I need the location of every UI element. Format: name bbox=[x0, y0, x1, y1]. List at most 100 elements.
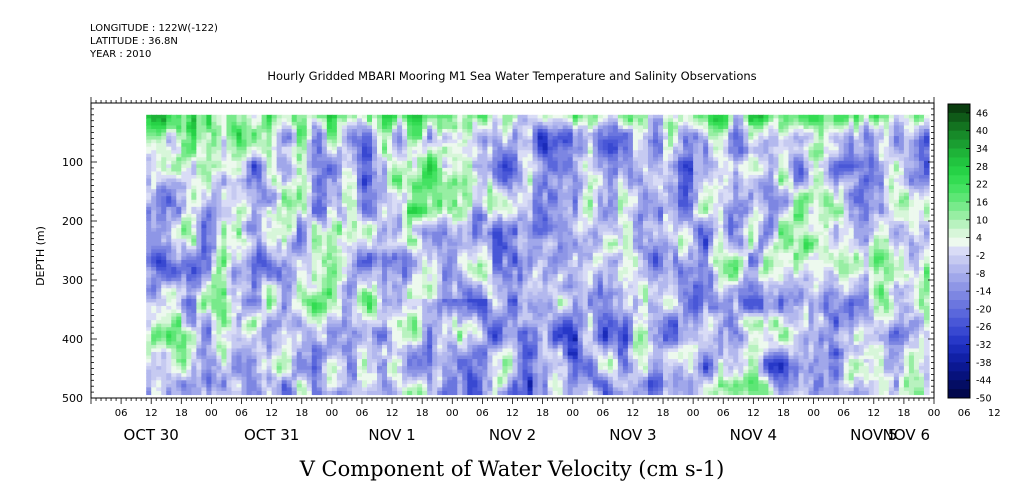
heatmap-cell bbox=[286, 157, 293, 162]
heatmap-cell bbox=[176, 305, 182, 311]
heatmap-cell bbox=[151, 221, 157, 226]
heatmap-cell bbox=[191, 143, 197, 148]
heatmap-cell bbox=[256, 174, 263, 180]
heatmap-cell bbox=[241, 252, 248, 257]
heatmap-cell bbox=[377, 383, 383, 388]
heatmap-cell bbox=[191, 235, 197, 240]
heatmap-cell bbox=[372, 302, 378, 307]
heatmap-cell bbox=[301, 164, 308, 169]
heatmap-cell bbox=[437, 192, 443, 197]
heatmap-cell bbox=[251, 160, 258, 165]
heatmap-cell bbox=[321, 380, 328, 385]
heatmap-cell bbox=[361, 313, 368, 318]
heatmap-cell bbox=[266, 341, 273, 346]
heatmap-cell bbox=[171, 252, 177, 257]
heatmap-cell bbox=[412, 337, 418, 342]
heatmap-cell bbox=[447, 192, 453, 197]
heatmap-cell bbox=[311, 351, 318, 357]
heatmap-cell bbox=[281, 274, 288, 279]
heatmap-cell bbox=[366, 118, 373, 123]
heatmap-cell bbox=[346, 125, 353, 130]
heatmap-cell bbox=[442, 373, 448, 378]
heatmap-cell bbox=[291, 355, 298, 360]
heatmap-cell bbox=[377, 114, 383, 119]
heatmap-cell bbox=[457, 136, 463, 141]
heatmap-cell bbox=[186, 252, 192, 257]
heatmap-cell bbox=[271, 203, 278, 208]
heatmap-cell bbox=[226, 387, 233, 392]
heatmap-cell bbox=[442, 259, 448, 265]
heatmap-cell bbox=[301, 348, 308, 353]
heatmap-cell bbox=[181, 128, 187, 134]
heatmap-cell bbox=[166, 171, 172, 176]
heatmap-cell bbox=[171, 348, 177, 353]
heatmap-cell bbox=[171, 298, 177, 304]
heatmap-cell bbox=[281, 171, 288, 176]
heatmap-cell bbox=[266, 302, 273, 307]
heatmap-cell bbox=[231, 302, 238, 307]
heatmap-cell bbox=[261, 153, 268, 158]
heatmap-cell bbox=[246, 249, 253, 254]
heatmap-cell bbox=[306, 259, 313, 265]
heatmap-cell bbox=[236, 313, 243, 318]
heatmap-cell bbox=[276, 189, 283, 194]
heatmap-cell bbox=[186, 259, 192, 265]
heatmap-cell bbox=[196, 298, 202, 304]
heatmap-cell bbox=[437, 164, 443, 169]
heatmap-cell bbox=[166, 242, 172, 247]
heatmap-cell bbox=[316, 228, 323, 233]
heatmap-cell bbox=[286, 270, 293, 275]
heatmap-cell bbox=[382, 316, 388, 321]
heatmap-cell bbox=[417, 351, 423, 357]
heatmap-cell bbox=[452, 132, 458, 137]
heatmap-cell bbox=[201, 298, 208, 304]
heatmap-cell bbox=[181, 203, 187, 208]
heatmap-cell bbox=[462, 125, 468, 130]
heatmap-cell bbox=[161, 221, 167, 226]
heatmap-cell bbox=[226, 337, 233, 342]
heatmap-cell bbox=[156, 313, 162, 318]
heatmap-cell bbox=[336, 196, 343, 201]
heatmap-cell bbox=[422, 189, 428, 194]
heatmap-cell bbox=[281, 277, 288, 282]
heatmap-cell bbox=[382, 128, 388, 134]
heatmap-cell bbox=[296, 221, 303, 226]
heatmap-cell bbox=[387, 182, 393, 187]
heatmap-cell bbox=[176, 334, 182, 339]
heatmap-cell bbox=[181, 210, 187, 215]
heatmap-cell bbox=[261, 185, 268, 190]
heatmap-cell bbox=[326, 178, 333, 183]
heatmap-cell bbox=[266, 274, 273, 279]
heatmap-cell bbox=[201, 136, 208, 141]
heatmap-cell bbox=[432, 305, 438, 311]
heatmap-cell bbox=[286, 153, 293, 158]
heatmap-cell bbox=[422, 277, 428, 282]
heatmap-cell bbox=[286, 217, 293, 222]
heatmap-cell bbox=[276, 259, 283, 265]
heatmap-cell bbox=[206, 121, 213, 127]
heatmap-cell bbox=[442, 160, 448, 165]
heatmap-cell bbox=[146, 362, 152, 367]
heatmap-cell bbox=[166, 160, 172, 165]
heatmap-cell bbox=[392, 373, 398, 378]
heatmap-cell bbox=[372, 153, 378, 158]
heatmap-cell bbox=[301, 213, 308, 219]
heatmap-cell bbox=[457, 298, 463, 304]
heatmap-cell bbox=[226, 196, 233, 201]
heatmap-cell bbox=[427, 217, 433, 222]
heatmap-cell bbox=[281, 341, 288, 346]
heatmap-cell bbox=[432, 316, 438, 321]
heatmap-cell bbox=[196, 174, 202, 180]
heatmap-cell bbox=[306, 174, 313, 180]
heatmap-cell bbox=[246, 362, 253, 367]
heatmap-cell bbox=[372, 231, 378, 236]
heatmap-cell bbox=[447, 189, 453, 194]
heatmap-cell bbox=[206, 167, 213, 173]
heatmap-cell bbox=[166, 132, 172, 137]
heatmap-cell bbox=[341, 369, 348, 374]
heatmap-cell bbox=[377, 305, 383, 311]
heatmap-cell bbox=[382, 192, 388, 197]
heatmap-cell bbox=[171, 323, 177, 328]
heatmap-cell bbox=[397, 143, 403, 148]
heatmap-cell bbox=[366, 153, 373, 158]
